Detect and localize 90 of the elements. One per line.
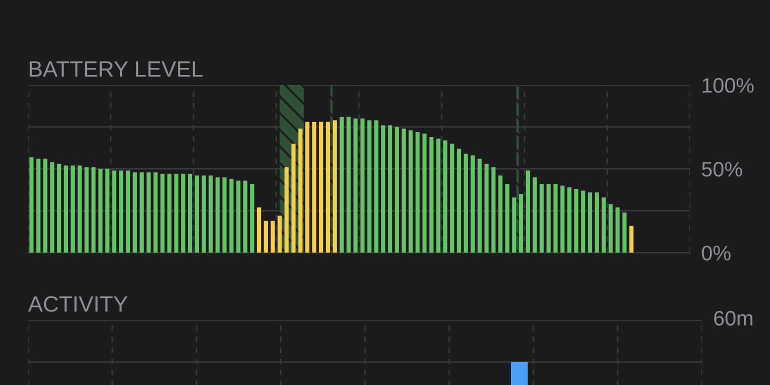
bar [374, 120, 378, 253]
bar [284, 167, 289, 253]
bar [216, 177, 220, 253]
bar [532, 177, 537, 253]
bar [132, 172, 137, 253]
bar [105, 168, 110, 253]
bar [498, 176, 502, 253]
bar [602, 197, 606, 253]
bar [340, 116, 344, 253]
bar [167, 174, 172, 253]
bar [443, 140, 448, 253]
bar [112, 170, 116, 253]
y-tick-label: 50% [702, 162, 742, 177]
bar [174, 174, 178, 253]
bar [478, 158, 482, 253]
bar [78, 165, 82, 253]
bar [574, 188, 578, 253]
y-tick-label: 100% [702, 78, 754, 93]
bar [346, 116, 351, 253]
bar [546, 184, 551, 253]
bar [505, 184, 510, 253]
bar [188, 174, 192, 253]
bar [394, 126, 399, 253]
bar [229, 178, 234, 253]
chart-title: BATTERY LEVEL [30, 61, 203, 77]
text: 60m [714, 310, 752, 326]
bar [222, 177, 227, 253]
bar [422, 134, 427, 253]
bar [567, 187, 572, 253]
bar [291, 144, 296, 253]
bar [243, 180, 248, 253]
bar [146, 172, 151, 253]
bar [194, 176, 200, 253]
bar [608, 204, 613, 253]
bar [305, 122, 310, 253]
bar [154, 172, 158, 253]
bar [402, 128, 406, 253]
bar [56, 164, 62, 253]
bar [126, 170, 130, 253]
bar [526, 170, 530, 253]
text: ACTIVITY [28, 296, 128, 312]
bar [70, 165, 75, 253]
bar [319, 122, 324, 253]
bar [367, 120, 372, 253]
bar [160, 174, 165, 253]
bar [470, 155, 475, 253]
bar [278, 216, 282, 253]
bar [456, 148, 462, 253]
bar [29, 157, 34, 253]
bar [91, 167, 96, 253]
bar [140, 172, 144, 253]
bar [270, 220, 275, 253]
bar [464, 154, 468, 253]
bar [64, 165, 68, 253]
bar [202, 176, 206, 253]
bar [388, 125, 392, 253]
bar [408, 130, 413, 253]
bar [264, 220, 268, 253]
bar [36, 158, 40, 253]
bar [594, 192, 599, 253]
bar [616, 207, 620, 253]
y-tick-label: 0% [702, 246, 730, 260]
bar [236, 180, 240, 253]
bar [381, 125, 386, 253]
bar [436, 138, 440, 253]
bar [560, 186, 564, 253]
bar [553, 184, 558, 253]
bar [450, 144, 454, 253]
bar [250, 184, 254, 253]
bar [360, 118, 365, 253]
bar [416, 132, 420, 253]
bar [588, 192, 592, 253]
bar [50, 162, 54, 253]
bar [629, 226, 634, 253]
bar [256, 207, 262, 253]
bar [119, 170, 124, 253]
bar [84, 167, 89, 253]
bar [298, 128, 302, 253]
bar [43, 158, 48, 253]
bar [98, 168, 102, 253]
bar [491, 167, 496, 253]
bar [181, 174, 186, 253]
bar [622, 212, 627, 253]
bar [540, 184, 544, 253]
bar [581, 190, 586, 253]
bar [484, 164, 489, 253]
bar [208, 176, 213, 253]
bar [312, 122, 316, 253]
bar [353, 118, 358, 253]
bar [429, 136, 434, 253]
